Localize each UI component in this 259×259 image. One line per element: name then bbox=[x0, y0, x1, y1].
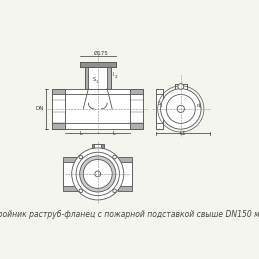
Text: L1: L1 bbox=[179, 131, 185, 136]
Bar bbox=[63, 162, 77, 186]
Circle shape bbox=[76, 152, 119, 196]
Bar bbox=[156, 89, 163, 129]
Text: L: L bbox=[113, 131, 116, 136]
Circle shape bbox=[178, 84, 184, 89]
Bar bbox=[130, 95, 143, 123]
Text: Ø175: Ø175 bbox=[94, 51, 109, 56]
Circle shape bbox=[79, 155, 83, 159]
Bar bbox=[85, 67, 111, 89]
Text: 1: 1 bbox=[96, 80, 98, 84]
Text: S: S bbox=[158, 101, 161, 106]
Text: S: S bbox=[92, 77, 96, 82]
Bar bbox=[65, 95, 130, 123]
Bar bbox=[130, 89, 143, 129]
Text: DN: DN bbox=[35, 106, 44, 111]
Bar bbox=[94, 143, 101, 152]
Bar bbox=[52, 89, 65, 129]
Text: 1: 1 bbox=[159, 104, 162, 108]
Circle shape bbox=[95, 171, 101, 177]
Bar bbox=[80, 62, 116, 67]
Bar bbox=[130, 89, 143, 129]
Circle shape bbox=[113, 189, 116, 193]
Circle shape bbox=[79, 189, 83, 193]
Bar bbox=[52, 95, 65, 123]
Circle shape bbox=[177, 105, 184, 112]
Text: 2: 2 bbox=[114, 75, 117, 79]
Bar bbox=[85, 67, 111, 89]
Bar bbox=[88, 63, 107, 89]
Bar bbox=[156, 89, 163, 129]
Circle shape bbox=[113, 155, 116, 159]
Bar bbox=[52, 89, 65, 129]
Bar bbox=[92, 143, 104, 152]
Bar bbox=[63, 157, 77, 191]
Bar bbox=[156, 95, 163, 123]
Text: d: d bbox=[197, 103, 200, 108]
Text: 1: 1 bbox=[198, 105, 201, 109]
Text: l: l bbox=[113, 73, 114, 77]
Circle shape bbox=[166, 95, 195, 123]
Circle shape bbox=[161, 89, 201, 129]
Bar bbox=[118, 157, 132, 191]
Bar bbox=[175, 84, 186, 89]
Bar bbox=[175, 84, 186, 89]
Text: L: L bbox=[80, 131, 83, 136]
Bar bbox=[80, 62, 116, 67]
Bar bbox=[118, 162, 132, 186]
Text: Тройник раструб-фланец с пожарной подставкой свыше DN150 мм: Тройник раструб-фланец с пожарной подста… bbox=[0, 210, 259, 219]
Circle shape bbox=[80, 156, 116, 192]
Circle shape bbox=[83, 160, 112, 188]
Bar bbox=[65, 89, 130, 129]
Circle shape bbox=[72, 148, 124, 200]
